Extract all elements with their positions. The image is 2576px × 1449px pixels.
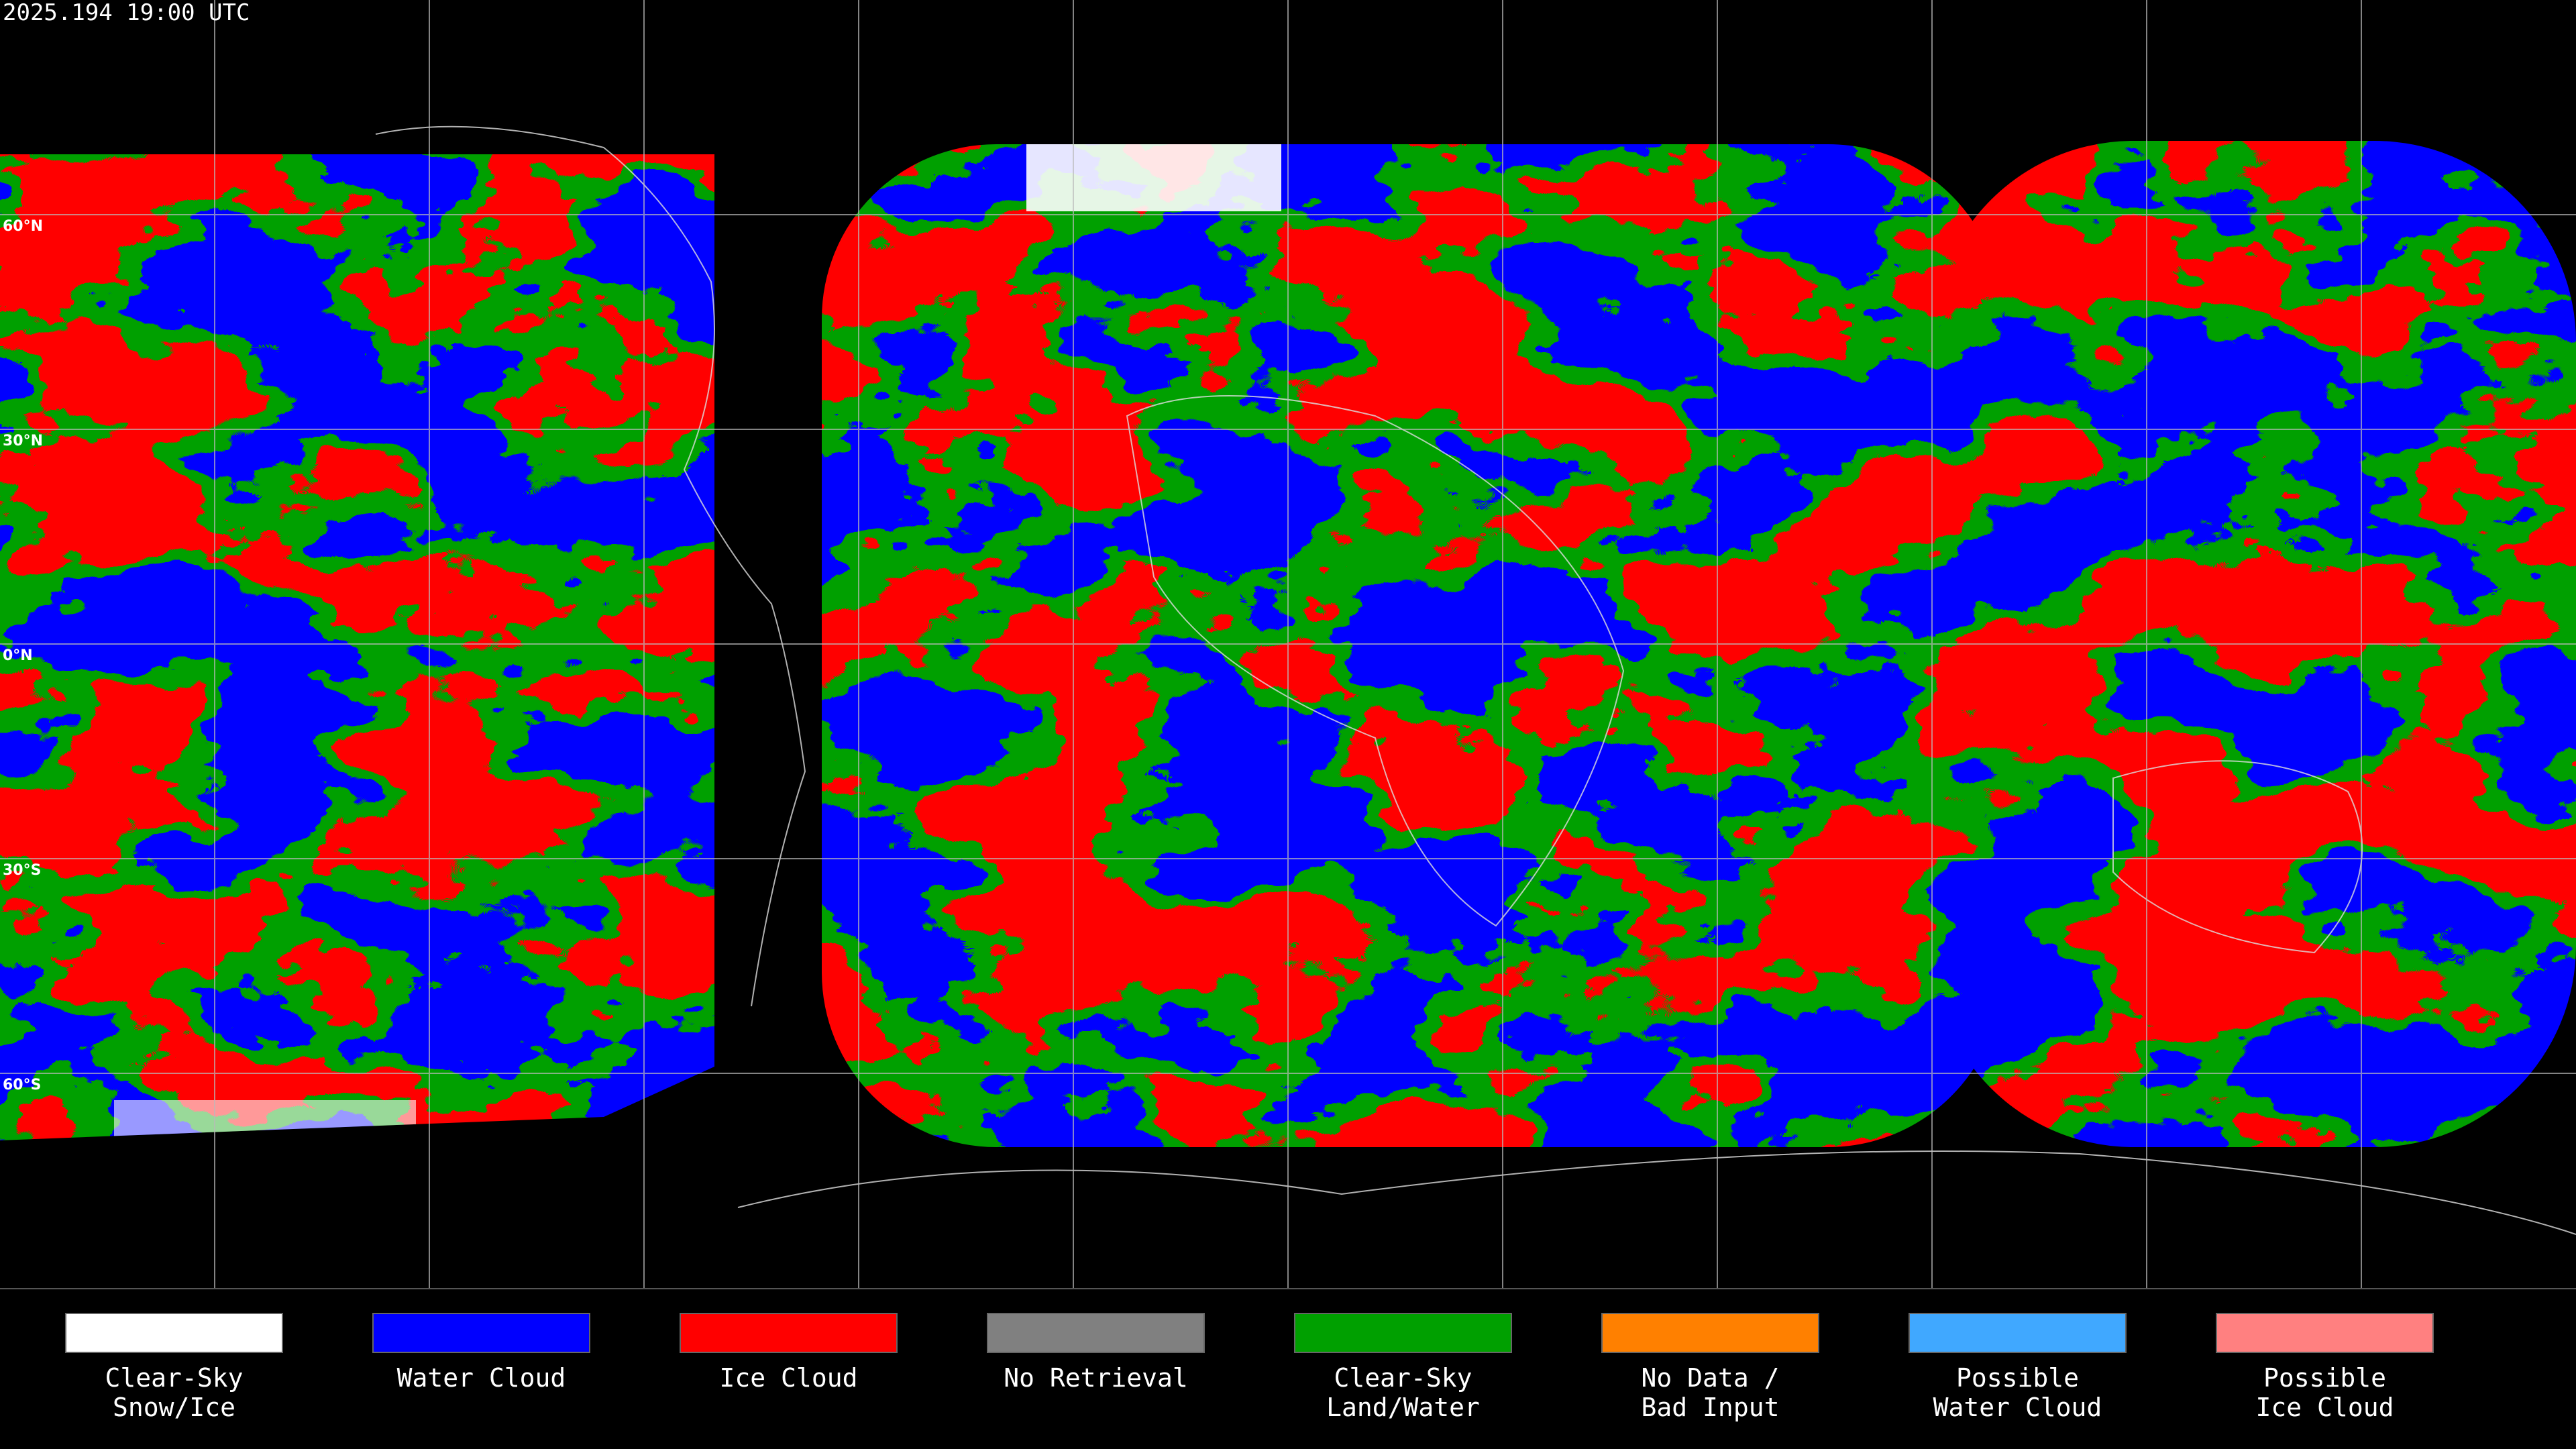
legend-swatch [1294,1313,1512,1353]
coastline [375,125,806,1007]
coastline [1126,395,1625,927]
legend-swatch [680,1313,898,1353]
latitude-label: 30°S [3,862,41,879]
legend-label: Water Cloud [1933,1393,2102,1422]
latitude-label: 30°N [3,433,43,449]
legend-label: Ice Cloud [720,1363,858,1393]
graticule [0,0,2576,1288]
legend-label: Snow/Ice [113,1393,235,1422]
legend-swatch [65,1313,283,1353]
legend-label: Bad Input [1642,1393,1780,1422]
legend-label: Possible [1956,1363,2079,1393]
latitude-label: 60°N [3,218,43,235]
legend-label: Possible [2263,1363,2386,1393]
legend-label: No Data / [1642,1363,1780,1393]
legend-swatch [2216,1313,2434,1353]
coastlines [375,125,2576,1235]
legend-swatch [1601,1313,1819,1353]
timestamp: 2025.194 19:00 UTC [3,0,250,26]
coastline [737,1150,2576,1235]
legend-label: Ice Cloud [2256,1393,2394,1422]
legend-label: Land/Water [1326,1393,1480,1422]
coastline [2112,760,2363,954]
legend-label: No Retrieval [1004,1363,1188,1393]
snow-patch [1026,144,1281,211]
legend-label: Clear-Sky [1334,1363,1472,1393]
latitude-label: 0°N [3,647,33,664]
legend-swatch [372,1313,590,1353]
latitude-label: 60°S [3,1077,41,1093]
legend-label: Clear-Sky [105,1363,244,1393]
legend-swatch [1909,1313,2127,1353]
legend-label: Water Cloud [397,1363,566,1393]
latitude-labels: 60°N 30°N 0°N 30°S 60°S [3,218,43,1093]
legend-swatch [987,1313,1205,1353]
